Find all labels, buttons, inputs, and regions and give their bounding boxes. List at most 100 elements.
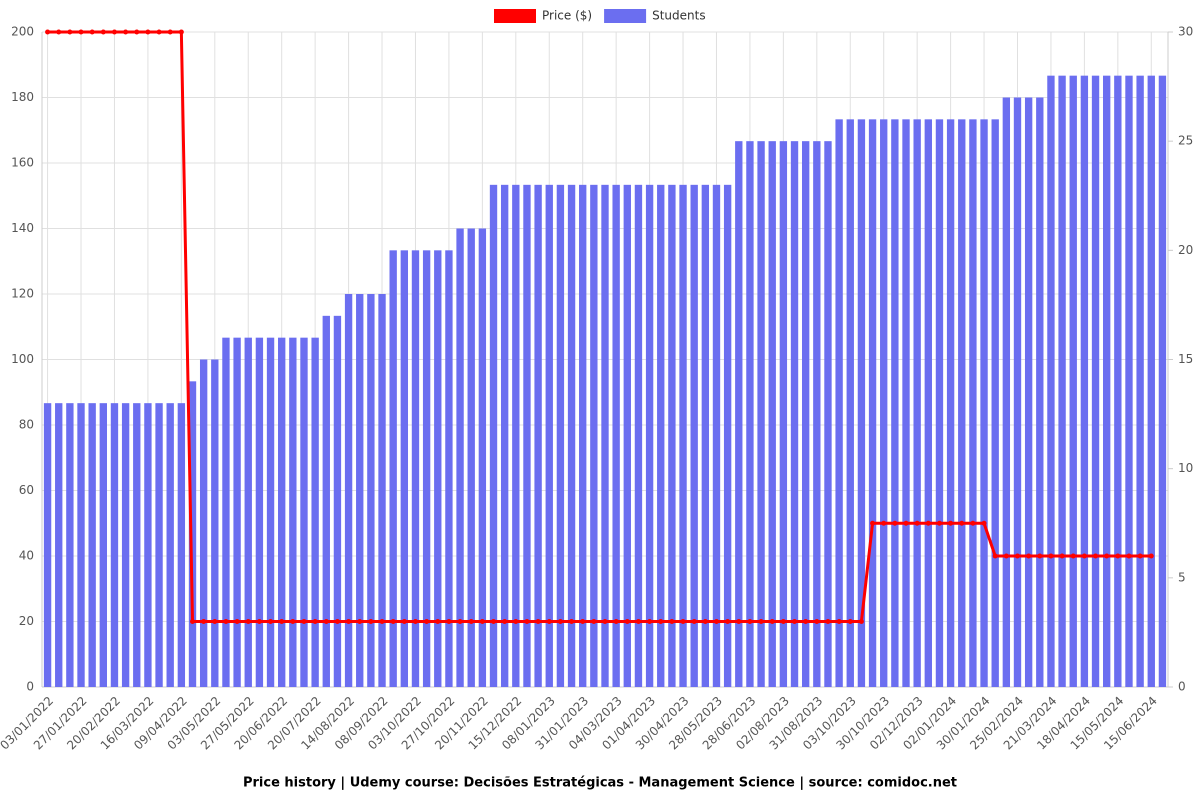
bar xyxy=(579,184,587,688)
price-marker xyxy=(546,619,552,624)
price-marker xyxy=(736,619,742,624)
bar xyxy=(311,337,319,687)
bar xyxy=(1047,75,1055,687)
price-marker xyxy=(1137,553,1143,559)
price-marker xyxy=(100,29,106,35)
bar xyxy=(121,403,130,687)
legend-label: Students xyxy=(652,9,706,23)
bar xyxy=(266,337,275,687)
bar xyxy=(77,403,85,687)
bar xyxy=(779,141,788,687)
bar xyxy=(567,184,576,688)
bar xyxy=(166,403,174,687)
bar xyxy=(980,119,988,688)
bar xyxy=(467,228,475,687)
price-marker xyxy=(747,619,753,624)
legend-label: Price ($) xyxy=(542,9,592,23)
price-marker xyxy=(691,619,697,624)
bar xyxy=(735,141,743,687)
y2-tick-label: 10 xyxy=(1178,461,1193,475)
y-tick-label: 60 xyxy=(19,483,34,497)
bar xyxy=(679,184,687,688)
bar xyxy=(958,119,966,688)
price-marker xyxy=(903,520,909,526)
bar xyxy=(1103,75,1111,687)
price-marker xyxy=(1070,553,1076,559)
price-marker xyxy=(780,619,786,624)
y-tick-label: 160 xyxy=(11,156,34,170)
bar xyxy=(991,119,999,688)
bar xyxy=(723,184,732,688)
y-tick-label: 120 xyxy=(11,287,34,301)
price-marker xyxy=(792,619,798,624)
bar xyxy=(534,184,542,688)
price-marker xyxy=(836,619,842,624)
bar xyxy=(880,119,888,688)
bar xyxy=(801,141,810,687)
price-marker xyxy=(334,619,340,624)
bar xyxy=(88,403,96,687)
price-marker xyxy=(368,619,374,624)
price-marker xyxy=(156,29,162,35)
price-marker xyxy=(914,520,920,526)
bar xyxy=(222,337,230,687)
price-marker xyxy=(312,619,318,624)
bar xyxy=(701,184,710,688)
price-marker xyxy=(635,619,641,624)
price-marker xyxy=(569,619,575,624)
bar xyxy=(289,337,297,687)
price-marker xyxy=(479,619,485,624)
legend-swatch xyxy=(604,9,647,23)
bar xyxy=(690,184,698,688)
bar xyxy=(846,119,854,688)
bar xyxy=(1136,75,1144,687)
price-marker xyxy=(669,619,675,624)
price-marker xyxy=(256,619,262,624)
bar xyxy=(255,337,264,687)
price-marker xyxy=(524,619,530,624)
bar xyxy=(657,184,665,688)
bar xyxy=(478,228,487,687)
price-marker xyxy=(457,619,463,624)
bar xyxy=(634,184,643,688)
bar xyxy=(946,119,955,688)
bar xyxy=(712,184,721,688)
price-marker xyxy=(45,29,51,35)
bar xyxy=(645,184,654,688)
bar xyxy=(601,184,609,688)
bar xyxy=(512,184,520,688)
price-marker xyxy=(814,619,820,624)
bar xyxy=(913,119,921,688)
price-marker xyxy=(1059,553,1065,559)
bar xyxy=(668,184,676,688)
y2-tick-label: 5 xyxy=(1178,570,1186,584)
bar xyxy=(590,184,598,688)
bar xyxy=(902,119,910,688)
bar xyxy=(891,119,899,688)
price-marker xyxy=(870,520,876,526)
bar xyxy=(133,403,141,687)
price-marker xyxy=(111,29,117,35)
y-tick-label: 0 xyxy=(26,680,34,694)
price-marker xyxy=(1014,553,1020,559)
price-marker xyxy=(725,619,731,624)
bar xyxy=(1125,75,1133,687)
bar xyxy=(1013,97,1022,687)
bar xyxy=(935,119,944,688)
bar xyxy=(868,119,877,688)
y2-tick-label: 15 xyxy=(1178,352,1193,366)
bar xyxy=(857,119,866,688)
bar xyxy=(199,359,208,687)
price-marker xyxy=(847,619,853,624)
price-marker xyxy=(936,520,942,526)
price-marker xyxy=(67,29,73,35)
price-marker xyxy=(1037,553,1043,559)
price-marker xyxy=(658,619,664,624)
bar xyxy=(43,403,52,687)
price-marker xyxy=(758,619,764,624)
price-marker xyxy=(825,619,831,624)
bar xyxy=(757,141,765,687)
price-marker xyxy=(1026,553,1032,559)
price-marker xyxy=(1104,553,1110,559)
